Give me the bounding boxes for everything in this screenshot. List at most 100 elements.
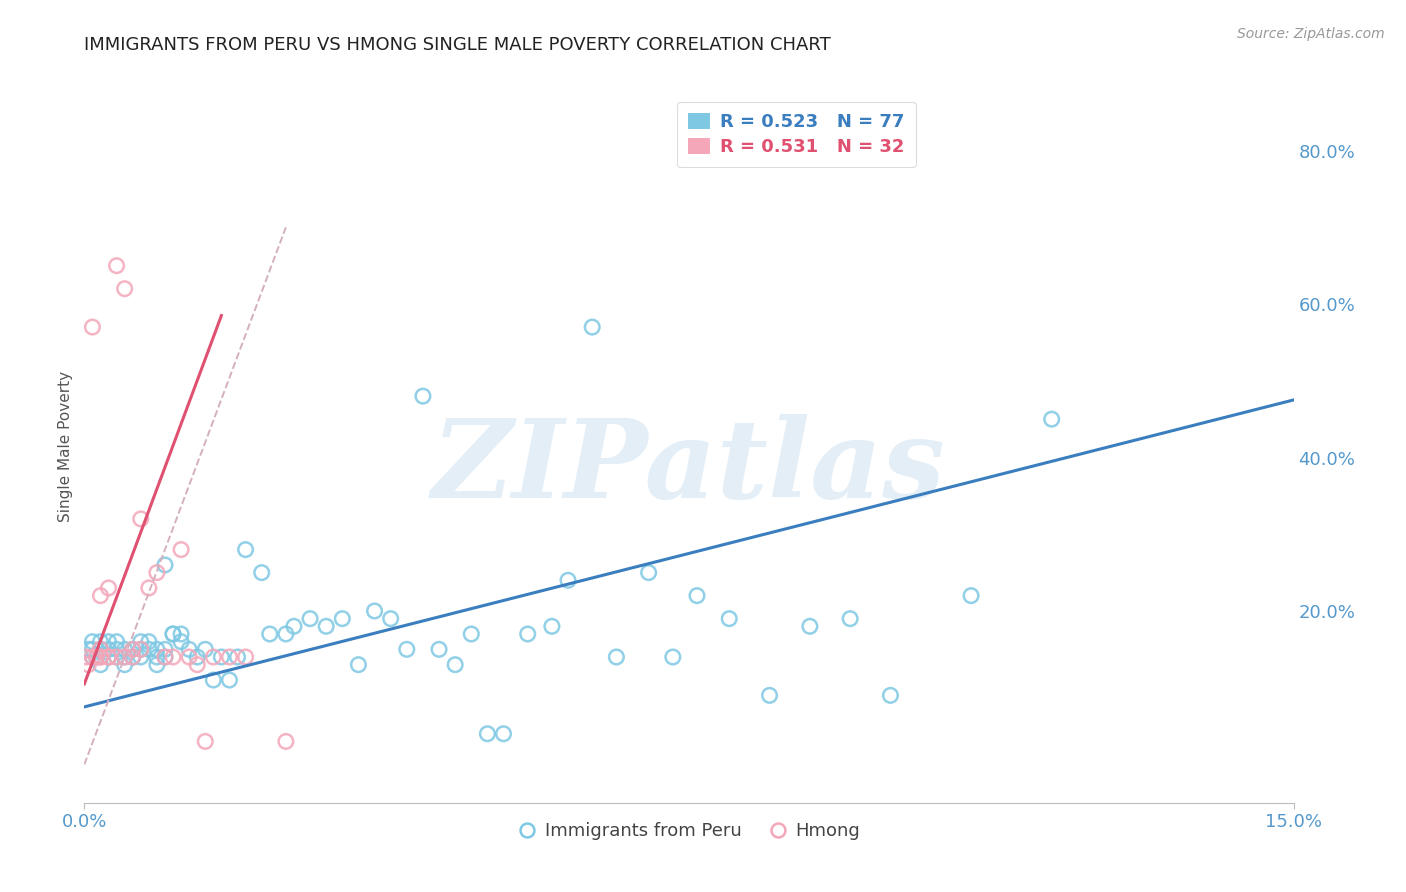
Point	[89, 642, 111, 657]
Point	[686, 589, 709, 603]
Point	[114, 657, 136, 672]
Point	[274, 734, 297, 748]
Point	[129, 642, 152, 657]
Point	[89, 642, 111, 657]
Point	[82, 642, 104, 657]
Point	[179, 642, 201, 657]
Point	[105, 259, 128, 273]
Point	[879, 689, 901, 703]
Point	[89, 657, 111, 672]
Point	[138, 634, 160, 648]
Point	[77, 642, 100, 657]
Point	[162, 627, 184, 641]
Point	[129, 634, 152, 648]
Point	[82, 320, 104, 334]
Point	[1040, 412, 1063, 426]
Point	[121, 642, 143, 657]
Point	[170, 542, 193, 557]
Point	[114, 642, 136, 657]
Point	[330, 612, 353, 626]
Point	[235, 650, 257, 665]
Point	[97, 650, 120, 665]
Point	[97, 650, 120, 665]
Point	[299, 612, 322, 626]
Point	[89, 642, 111, 657]
Point	[274, 627, 297, 641]
Point	[557, 574, 579, 588]
Point	[186, 657, 208, 672]
Point	[427, 642, 450, 657]
Point	[89, 589, 111, 603]
Point	[718, 612, 741, 626]
Point	[235, 542, 257, 557]
Point	[541, 619, 564, 633]
Point	[89, 634, 111, 648]
Point	[129, 512, 152, 526]
Legend: Immigrants from Peru, Hmong: Immigrants from Peru, Hmong	[510, 815, 868, 847]
Point	[186, 650, 208, 665]
Point	[89, 650, 111, 665]
Point	[179, 650, 201, 665]
Point	[492, 727, 515, 741]
Point	[129, 642, 152, 657]
Point	[89, 650, 111, 665]
Point	[146, 642, 169, 657]
Point	[799, 619, 821, 633]
Y-axis label: Single Male Poverty: Single Male Poverty	[58, 370, 73, 522]
Point	[114, 282, 136, 296]
Point	[283, 619, 305, 633]
Point	[97, 650, 120, 665]
Point	[477, 727, 499, 741]
Point	[605, 650, 627, 665]
Point	[86, 650, 108, 665]
Point	[444, 657, 467, 672]
Point	[153, 650, 176, 665]
Point	[146, 566, 169, 580]
Point	[82, 650, 104, 665]
Point	[138, 642, 160, 657]
Point	[138, 581, 160, 595]
Point	[347, 657, 370, 672]
Point	[758, 689, 780, 703]
Point	[315, 619, 337, 633]
Point	[162, 650, 184, 665]
Point	[202, 650, 225, 665]
Point	[363, 604, 385, 618]
Point	[259, 627, 281, 641]
Point	[662, 650, 685, 665]
Point	[839, 612, 862, 626]
Point	[82, 634, 104, 648]
Point	[129, 650, 152, 665]
Point	[395, 642, 418, 657]
Point	[114, 650, 136, 665]
Point	[97, 634, 120, 648]
Point	[218, 673, 240, 687]
Point	[194, 734, 217, 748]
Point	[202, 673, 225, 687]
Point	[76, 650, 98, 665]
Point	[460, 627, 482, 641]
Text: IMMIGRANTS FROM PERU VS HMONG SINGLE MALE POVERTY CORRELATION CHART: IMMIGRANTS FROM PERU VS HMONG SINGLE MAL…	[84, 36, 831, 54]
Text: Source: ZipAtlas.com: Source: ZipAtlas.com	[1237, 27, 1385, 41]
Point	[146, 657, 169, 672]
Point	[77, 657, 100, 672]
Point	[121, 650, 143, 665]
Point	[162, 627, 184, 641]
Point	[121, 642, 143, 657]
Point	[114, 650, 136, 665]
Point	[97, 581, 120, 595]
Point	[153, 642, 176, 657]
Point	[82, 650, 104, 665]
Point	[105, 642, 128, 657]
Point	[960, 589, 983, 603]
Point	[121, 650, 143, 665]
Point	[153, 650, 176, 665]
Point	[226, 650, 249, 665]
Text: ZIPatlas: ZIPatlas	[432, 414, 946, 521]
Point	[97, 650, 120, 665]
Point	[194, 642, 217, 657]
Point	[97, 642, 120, 657]
Point	[170, 627, 193, 641]
Point	[412, 389, 434, 403]
Point	[218, 650, 240, 665]
